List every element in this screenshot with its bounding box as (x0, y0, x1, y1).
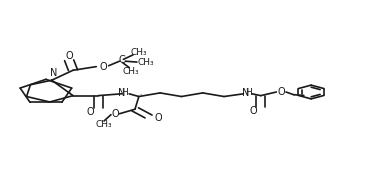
Text: O: O (278, 87, 285, 97)
Text: N: N (50, 68, 57, 78)
Text: CH₃: CH₃ (96, 121, 112, 130)
Text: N: N (242, 88, 249, 98)
Text: O: O (99, 62, 107, 72)
Text: C: C (118, 55, 125, 65)
Text: O: O (66, 51, 73, 61)
Text: N: N (118, 88, 125, 98)
Text: O: O (111, 109, 119, 119)
Text: ··: ·· (66, 89, 71, 98)
Text: H: H (245, 88, 252, 97)
Text: ·: · (140, 92, 142, 98)
Text: O: O (249, 106, 257, 116)
Text: O: O (154, 113, 162, 123)
Text: CH₃: CH₃ (138, 58, 154, 67)
Text: H: H (121, 88, 128, 97)
Text: CH₃: CH₃ (123, 67, 139, 76)
Text: O: O (87, 107, 94, 117)
Text: CH₃: CH₃ (131, 48, 147, 57)
